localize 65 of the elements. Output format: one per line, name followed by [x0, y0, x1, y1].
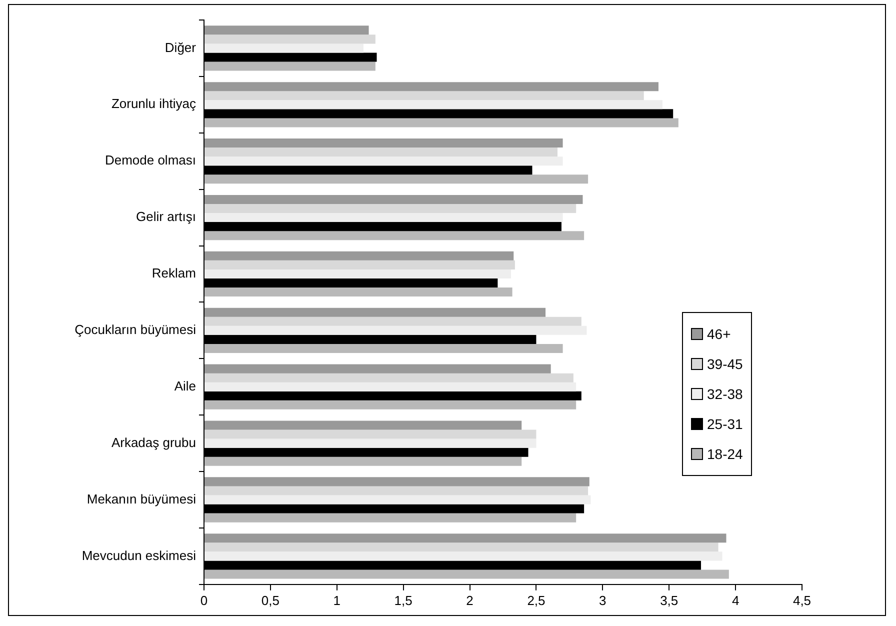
y-tick-label: Reklam [152, 266, 196, 281]
x-tick-label: 2 [466, 592, 474, 608]
x-tick-label: 1 [333, 592, 341, 608]
x-tick-label: 2,5 [527, 592, 546, 608]
bar [204, 486, 588, 496]
bar [204, 495, 591, 504]
bar [204, 148, 558, 157]
bar [204, 420, 522, 430]
x-tick-label: 4,5 [792, 592, 812, 608]
bar [204, 26, 369, 35]
x-tick-label: 0 [200, 592, 208, 608]
y-tick-label: Diğer [164, 40, 197, 55]
bar [204, 91, 644, 100]
legend-label: 25-31 [707, 416, 743, 432]
bar [204, 100, 662, 110]
x-tick-label: 3,5 [660, 592, 678, 608]
y-tick-label: Mekanın büyümesi [86, 491, 196, 506]
legend-label: 18-24 [707, 446, 743, 462]
bar [204, 251, 514, 260]
bar [204, 308, 546, 317]
bar [204, 400, 576, 410]
bar [204, 373, 574, 382]
bar [204, 344, 563, 353]
bar [204, 213, 563, 222]
bar [204, 570, 729, 579]
bar [204, 194, 583, 204]
legend-label: 39-45 [707, 356, 743, 372]
y-tick-label: Arkadaş grubu [111, 434, 196, 450]
bar [204, 542, 718, 552]
bar [204, 477, 590, 486]
bar [204, 138, 563, 148]
x-tick-label: 0,5 [261, 592, 280, 608]
y-tick-label: Gelir artışı [136, 209, 196, 224]
bar [204, 204, 576, 214]
bar [204, 382, 576, 392]
y-tick-label: Demode olması [104, 152, 196, 168]
bar [204, 456, 522, 466]
bar [204, 316, 582, 326]
x-tick-label: 1,5 [394, 592, 412, 608]
y-tick-label: Çocukların büyümesi [74, 322, 196, 337]
y-tick-label: Zorunlu ihtiyaç [111, 96, 196, 112]
bar [204, 364, 551, 374]
bar [204, 430, 536, 439]
bar [204, 82, 658, 92]
bar [204, 118, 678, 128]
y-tick-label: Mevcudun eskimesi [82, 548, 196, 563]
legend-label: 32-38 [707, 386, 743, 402]
bar [204, 513, 576, 522]
bar [204, 44, 364, 53]
y-tick-label: Aile [174, 378, 196, 394]
bar [204, 269, 511, 278]
bar [204, 438, 536, 448]
x-tick-label: 4 [732, 592, 740, 608]
x-tick-label: 3 [599, 592, 606, 608]
bar [204, 174, 588, 184]
bar [204, 62, 376, 71]
bar [204, 288, 512, 297]
bar [204, 534, 726, 543]
bar [204, 156, 563, 166]
bar [204, 34, 376, 44]
legend-label: 46+ [707, 326, 731, 342]
bar [204, 231, 584, 240]
bar [204, 552, 722, 561]
bar [204, 260, 515, 270]
bar [204, 326, 587, 335]
